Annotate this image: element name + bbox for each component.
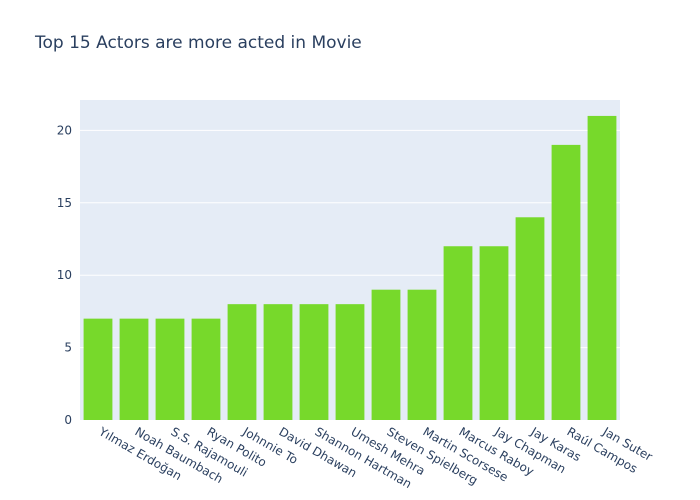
bar[interactable]	[587, 115, 617, 420]
y-axis-ticks: 0 5 10 15 20	[57, 123, 72, 427]
y-tick-label: 0	[64, 413, 72, 427]
bar[interactable]	[515, 217, 545, 420]
y-tick-label: 15	[57, 196, 72, 210]
bar[interactable]	[83, 318, 113, 420]
bar[interactable]	[119, 318, 149, 420]
bar[interactable]	[443, 246, 473, 420]
bar[interactable]	[227, 304, 257, 420]
y-tick-label: 10	[57, 268, 72, 282]
bar[interactable]	[551, 144, 581, 420]
bar[interactable]	[263, 304, 293, 420]
bar[interactable]	[479, 246, 509, 420]
bar[interactable]	[155, 318, 185, 420]
y-tick-label: 5	[64, 341, 72, 355]
bar[interactable]	[299, 304, 329, 420]
bars	[83, 115, 617, 420]
bar[interactable]	[371, 289, 401, 420]
bar[interactable]	[191, 318, 221, 420]
chart-title: Top 15 Actors are more acted in Movie	[35, 33, 362, 53]
bar[interactable]	[407, 289, 437, 420]
bar[interactable]	[335, 304, 365, 420]
y-tick-label: 20	[57, 123, 72, 137]
